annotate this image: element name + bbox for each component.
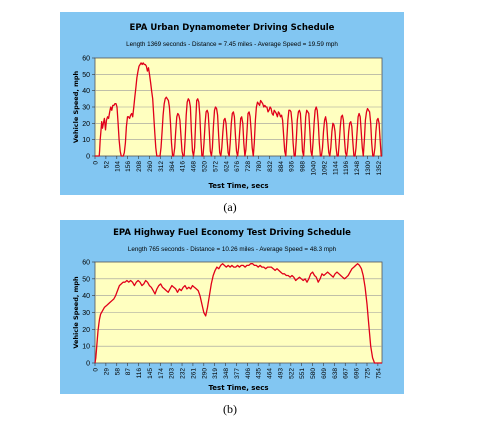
x-tick-label: 377 bbox=[234, 368, 241, 379]
x-tick-label: 667 bbox=[343, 368, 350, 379]
x-tick-label: 261 bbox=[190, 368, 197, 379]
highway-chart: EPA Highway Fuel Economy Test Driving Sc… bbox=[72, 228, 383, 392]
y-tick-label: 60 bbox=[82, 260, 90, 267]
x-tick-label: 29 bbox=[103, 368, 110, 376]
y-axis-label: Vehicle Speed, mph bbox=[72, 276, 80, 349]
x-tick-label: 145 bbox=[147, 368, 154, 379]
y-tick-label: 50 bbox=[82, 276, 90, 283]
y-axis-label: Vehicle Speed, mph bbox=[72, 70, 80, 143]
x-tick-label: 520 bbox=[202, 161, 209, 172]
x-tick-label: 87 bbox=[125, 368, 132, 376]
urban-chart-panel: EPA Urban Dynamometer Driving Schedule Le… bbox=[60, 12, 404, 195]
caption-a: (a) bbox=[223, 200, 237, 214]
x-tick-label: 1040 bbox=[311, 161, 318, 176]
x-axis-label: Test Time, secs bbox=[208, 182, 268, 190]
x-tick-label: 232 bbox=[180, 368, 187, 379]
x-tick-label: 832 bbox=[267, 161, 274, 172]
x-tick-label: 725 bbox=[364, 368, 371, 379]
chart-title: EPA Urban Dynamometer Driving Schedule bbox=[130, 23, 335, 33]
y-tick-label: 30 bbox=[82, 310, 90, 317]
x-tick-label: 416 bbox=[180, 161, 187, 172]
x-tick-label: 624 bbox=[223, 161, 230, 172]
x-tick-label: 260 bbox=[147, 161, 154, 172]
chart-subtitle: Length 765 seconds - Distance = 10.26 mi… bbox=[128, 246, 337, 253]
x-tick-label: 522 bbox=[288, 368, 295, 379]
x-axis-label: Test Time, secs bbox=[208, 384, 268, 392]
x-tick-label: 464 bbox=[267, 368, 274, 379]
x-tick-label: 1196 bbox=[343, 161, 350, 175]
x-tick-label: 52 bbox=[103, 161, 110, 169]
x-tick-label: 116 bbox=[136, 368, 143, 379]
x-tick-label: 58 bbox=[114, 368, 121, 376]
y-tick-label: 0 bbox=[86, 154, 90, 161]
chart-title: EPA Highway Fuel Economy Test Driving Sc… bbox=[113, 228, 351, 238]
x-tick-label: 936 bbox=[289, 161, 296, 172]
x-tick-label: 551 bbox=[299, 368, 306, 379]
speed-series-line bbox=[94, 263, 382, 364]
urban-chart: EPA Urban Dynamometer Driving Schedule Le… bbox=[72, 23, 383, 190]
x-tick-label: 1352 bbox=[376, 161, 383, 176]
y-tick-label: 50 bbox=[82, 72, 90, 79]
x-tick-label: 468 bbox=[191, 161, 198, 172]
x-tick-label: 435 bbox=[256, 368, 263, 379]
x-tick-label: 638 bbox=[332, 368, 339, 379]
highway-chart-panel: EPA Highway Fuel Economy Test Driving Sc… bbox=[60, 220, 404, 394]
x-tick-label: 1300 bbox=[365, 161, 372, 176]
x-tick-label: 0 bbox=[93, 161, 100, 165]
x-tick-label: 1144 bbox=[332, 161, 339, 175]
x-tick-label: 208 bbox=[136, 161, 143, 172]
x-tick-label: 696 bbox=[354, 368, 361, 379]
speed-series-line bbox=[95, 62, 382, 157]
x-tick-label: 348 bbox=[223, 368, 230, 379]
x-tick-label: 1092 bbox=[321, 161, 328, 176]
x-tick-label: 493 bbox=[277, 368, 284, 379]
x-tick-label: 988 bbox=[300, 161, 307, 172]
y-tick-label: 30 bbox=[82, 105, 90, 112]
x-tick-label: 884 bbox=[278, 161, 285, 172]
x-tick-label: 104 bbox=[114, 161, 121, 172]
x-tick-label: 609 bbox=[321, 368, 328, 379]
x-tick-label: 406 bbox=[245, 368, 252, 379]
y-tick-label: 60 bbox=[82, 56, 90, 63]
y-tick-label: 10 bbox=[82, 344, 90, 351]
x-tick-label: 319 bbox=[212, 368, 219, 379]
x-tick-label: 290 bbox=[201, 368, 208, 379]
x-tick-label: 754 bbox=[375, 368, 382, 379]
x-tick-label: 580 bbox=[310, 368, 317, 379]
x-tick-label: 728 bbox=[245, 161, 252, 172]
y-tick-label: 20 bbox=[82, 121, 90, 128]
y-tick-label: 40 bbox=[82, 88, 90, 95]
x-tick-label: 572 bbox=[212, 161, 219, 172]
x-tick-label: 1248 bbox=[354, 161, 361, 176]
x-tick-label: 174 bbox=[158, 368, 165, 379]
y-tick-label: 40 bbox=[82, 293, 90, 300]
x-tick-label: 0 bbox=[93, 368, 100, 372]
caption-b: (b) bbox=[223, 402, 237, 416]
y-tick-label: 20 bbox=[82, 327, 90, 334]
y-tick-label: 10 bbox=[82, 137, 90, 144]
x-tick-label: 780 bbox=[256, 161, 263, 172]
x-tick-label: 676 bbox=[234, 161, 241, 172]
x-tick-label: 203 bbox=[169, 368, 176, 379]
x-tick-label: 364 bbox=[169, 161, 176, 172]
y-tick-label: 0 bbox=[86, 361, 90, 368]
chart-subtitle: Length 1369 seconds - Distance = 7.45 mi… bbox=[126, 41, 338, 48]
x-tick-label: 156 bbox=[125, 161, 132, 172]
x-tick-label: 312 bbox=[158, 161, 165, 172]
